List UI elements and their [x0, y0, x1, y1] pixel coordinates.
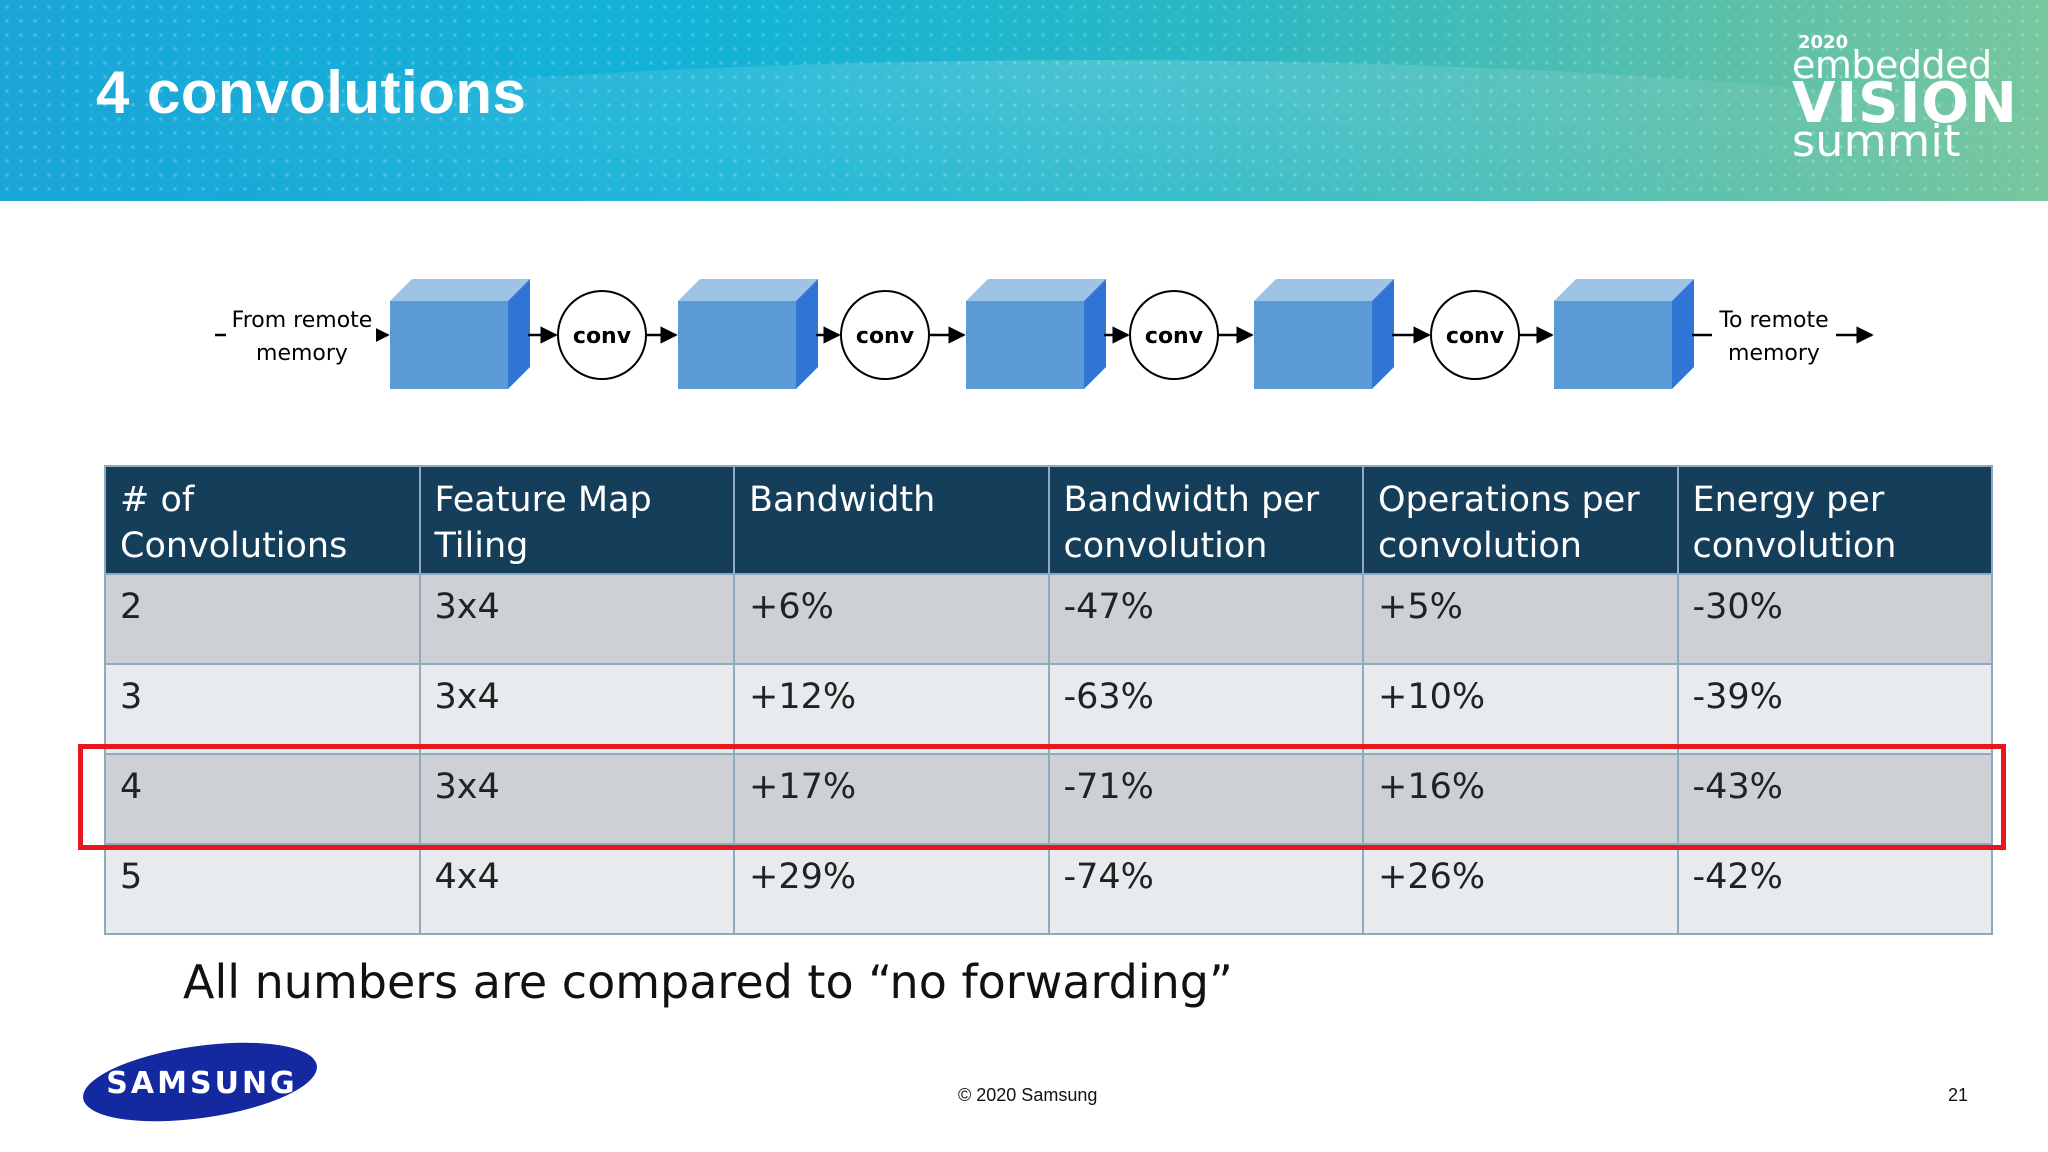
convolution-pipeline-diagram: conv conv conv conv From remote memory To remo…	[215, 279, 1874, 389]
cube-side-face	[1372, 279, 1394, 389]
cube-front-face	[1554, 301, 1672, 389]
table-cell: -42%	[1676, 843, 1993, 935]
table-cell: +16%	[1362, 753, 1679, 845]
table-cell: 3x4	[418, 573, 735, 665]
table-cell: +5%	[1362, 573, 1679, 665]
copyright-text: © 2020 Samsung	[958, 1085, 1098, 1105]
output-label: memory	[1728, 341, 1820, 366]
column-header-line: Bandwidth	[749, 480, 936, 520]
table-cell: +17%	[733, 753, 1050, 845]
logo-year: 2020	[1798, 32, 1849, 53]
table-cell: +6%	[733, 573, 1050, 665]
column-header: Feature Map Tiling	[418, 465, 735, 575]
table-cell: -74%	[1047, 843, 1364, 935]
samsung-logo: SAMSUNG	[83, 1042, 317, 1122]
input-label: memory	[256, 341, 348, 366]
table-cell: -39%	[1676, 663, 1993, 755]
cube-front-face	[966, 301, 1084, 389]
cube-side-face	[1672, 279, 1694, 389]
table-cell: -47%	[1047, 573, 1364, 665]
column-header-line: convolution	[1063, 526, 1268, 566]
column-header-line: Energy per	[1692, 480, 1885, 520]
cube-side-face	[508, 279, 530, 389]
cube-front-face	[678, 301, 796, 389]
logo-line-2: VISION	[1792, 71, 2018, 136]
page-number: 21	[1948, 1085, 1969, 1105]
header-dot-pattern	[0, 0, 2048, 201]
table-cell: +12%	[733, 663, 1050, 755]
table-cell: +10%	[1362, 663, 1679, 755]
table-row: 5 4x4 +29% -74% +26% -42%	[104, 843, 1993, 935]
table-cell: -43%	[1676, 753, 1993, 845]
conv-label: conv	[573, 324, 632, 349]
table-cell: 4	[104, 753, 421, 845]
table-cell: +26%	[1362, 843, 1679, 935]
cube-side-face	[1084, 279, 1106, 389]
table-cell: 3	[104, 663, 421, 755]
column-header-line: convolution	[1692, 526, 1897, 566]
input-label-bg	[226, 302, 376, 360]
cube-top-face	[1254, 279, 1394, 301]
table-cell: 4x4	[418, 843, 735, 935]
samsung-logo-text: SAMSUNG	[106, 1066, 297, 1101]
column-header-line: Tiling	[434, 526, 529, 566]
table-cell: +29%	[733, 843, 1050, 935]
input-label: From remote	[232, 308, 373, 333]
conv-label: conv	[1446, 324, 1505, 349]
column-header: Energy per convolution	[1676, 465, 1993, 575]
column-header: Operations per convolution	[1362, 465, 1679, 575]
logo-line-3: summit	[1792, 116, 1962, 167]
output-label: To remote	[1718, 308, 1828, 333]
column-header: Bandwidth per convolution	[1047, 465, 1364, 575]
conv-label: conv	[1145, 324, 1204, 349]
slide-header: 4 convolutions 2020 embedded VISION summ…	[0, 0, 2048, 201]
slide-title: 4 convolutions	[96, 59, 527, 126]
table-cell: 3x4	[418, 753, 735, 845]
table-row: 2 3x4 +6% -47% +5% -30%	[104, 573, 1993, 665]
output-label-bg	[1712, 302, 1836, 360]
table-cell: -63%	[1047, 663, 1364, 755]
highlight-box	[78, 744, 2006, 850]
column-header: # of Convolutions	[104, 465, 421, 575]
table-cell: 5	[104, 843, 421, 935]
column-header-line: # of Convolutions	[120, 480, 348, 566]
logo-line-1: embedded	[1792, 43, 1992, 87]
column-header-line: Operations per	[1378, 480, 1640, 520]
results-table: # of Convolutions Feature Map Tiling Bandwi…	[104, 465, 1993, 935]
column-header-line: convolution	[1378, 526, 1582, 566]
column-header: Bandwidth	[733, 465, 1050, 575]
event-logo: 2020 embedded VISION summit	[1792, 32, 2018, 167]
conv-label: conv	[856, 324, 915, 349]
cube-top-face	[678, 279, 818, 301]
column-header-line: Bandwidth per	[1063, 480, 1320, 520]
table-row-highlighted: 4 3x4 +17% -71% +16% -43%	[104, 753, 1993, 845]
footnote: All numbers are compared to “no forwardi…	[183, 955, 1233, 1009]
cube-side-face	[796, 279, 818, 389]
table-cell: -71%	[1047, 753, 1364, 845]
cube-top-face	[966, 279, 1106, 301]
table-cell: 3x4	[418, 663, 735, 755]
table-cell: 2	[104, 573, 421, 665]
cube-front-face	[1254, 301, 1372, 389]
table-cell: -30%	[1676, 573, 1993, 665]
table-row: 3 3x4 +12% -63% +10% -39%	[104, 663, 1993, 755]
column-header-line: Feature Map	[434, 480, 652, 520]
cube-front-face	[390, 301, 508, 389]
cube-top-face	[390, 279, 530, 301]
table-header-row: # of Convolutions Feature Map Tiling Bandwi…	[104, 465, 1993, 575]
cube-top-face	[1554, 279, 1694, 301]
